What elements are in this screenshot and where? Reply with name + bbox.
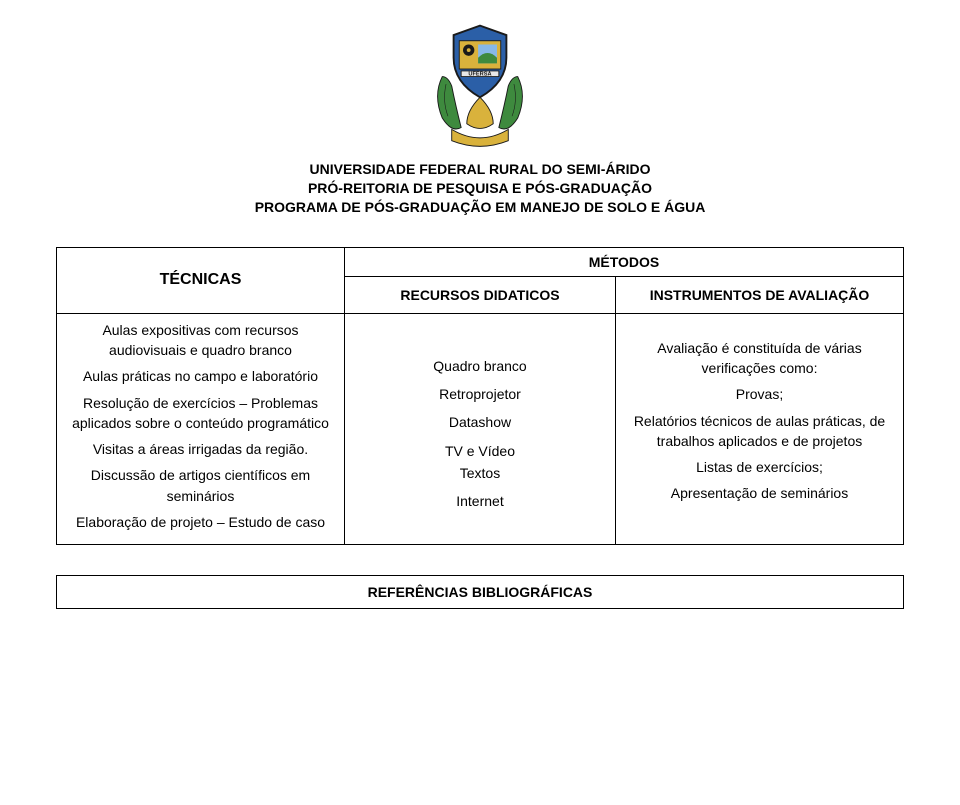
recursos-cell: Quadro branco Retroprojetor Datashow TV … xyxy=(344,313,615,545)
tecnicas-item: Aulas práticas no campo e laboratório xyxy=(67,366,334,386)
university-crest-icon: UFERSA xyxy=(413,20,547,152)
metodos-header: MÉTODOS xyxy=(344,247,903,276)
methods-table: TÉCNICAS MÉTODOS RECURSOS DIDATICOS INST… xyxy=(56,247,904,546)
tecnicas-item: Discussão de artigos científicos em semi… xyxy=(67,465,334,506)
tecnicas-item: Aulas expositivas com recursos audiovisu… xyxy=(67,320,334,361)
recursos-item: TV e Vídeo xyxy=(355,441,605,461)
instrumentos-item: Apresentação de seminários xyxy=(626,483,893,503)
instrumentos-cell: Avaliação é constituída de várias verifi… xyxy=(616,313,904,545)
recursos-item: Retroprojetor xyxy=(355,384,605,404)
col-header-recursos: RECURSOS DIDATICOS xyxy=(344,276,615,313)
logo-container: UFERSA xyxy=(56,20,904,152)
instrumentos-item: Relatórios técnicos de aulas práticas, d… xyxy=(626,411,893,452)
header-line-2: PRÓ-REITORIA DE PESQUISA E PÓS-GRADUAÇÃO xyxy=(56,179,904,198)
tecnicas-item: Visitas a áreas irrigadas da região. xyxy=(67,439,334,459)
references-header: REFERÊNCIAS BIBLIOGRÁFICAS xyxy=(56,575,904,609)
instrumentos-item: Listas de exercícios; xyxy=(626,457,893,477)
instrumentos-item: Avaliação é constituída de várias verifi… xyxy=(626,338,893,379)
header-line-3: PROGRAMA DE PÓS-GRADUAÇÃO EM MANEJO DE S… xyxy=(56,198,904,217)
tecnicas-item: Elaboração de projeto – Estudo de caso xyxy=(67,512,334,532)
svg-text:UFERSA: UFERSA xyxy=(468,72,491,78)
tecnicas-cell: Aulas expositivas com recursos audiovisu… xyxy=(57,313,345,545)
tecnicas-item: Resolução de exercícios – Problemas apli… xyxy=(67,393,334,434)
recursos-item: Textos xyxy=(355,463,605,483)
institution-header: UNIVERSIDADE FEDERAL RURAL DO SEMI-ÁRIDO… xyxy=(56,160,904,217)
instrumentos-item: Provas; xyxy=(626,384,893,404)
recursos-item: Internet xyxy=(355,491,605,511)
col-header-tecnicas: TÉCNICAS xyxy=(57,247,345,313)
header-line-1: UNIVERSIDADE FEDERAL RURAL DO SEMI-ÁRIDO xyxy=(56,160,904,179)
col-header-instrumentos: INSTRUMENTOS DE AVALIAÇÃO xyxy=(616,276,904,313)
recursos-item: Quadro branco xyxy=(355,356,605,376)
recursos-item: Datashow xyxy=(355,412,605,432)
